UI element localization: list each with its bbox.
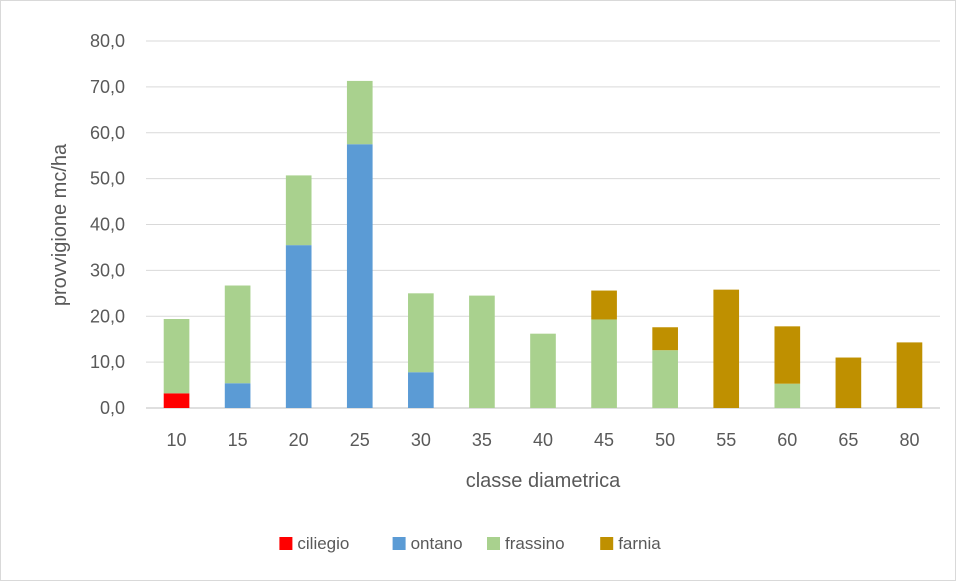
bar-ontano-15 — [224, 383, 251, 408]
bar-frassino-60 — [774, 383, 801, 408]
y-tick-label: 30,0 — [90, 260, 125, 280]
bar-farnia-80 — [896, 342, 923, 408]
x-tick-label: 30 — [411, 430, 431, 450]
bar-frassino-10 — [163, 319, 190, 394]
bar-frassino-30 — [408, 293, 434, 373]
y-tick-label: 80,0 — [90, 31, 125, 51]
bars — [163, 80, 923, 408]
x-tick-label: 15 — [228, 430, 248, 450]
bar-frassino-15 — [224, 285, 251, 384]
legend-label-frassino: frassino — [505, 534, 565, 553]
bar-ontano-30 — [408, 372, 434, 408]
x-tick-label: 25 — [350, 430, 370, 450]
x-axis-title: classe diametrica — [466, 470, 621, 492]
bar-ontano-20 — [285, 245, 312, 408]
x-tick-label: 40 — [533, 430, 553, 450]
x-tick-label: 45 — [594, 430, 614, 450]
bar-frassino-25 — [346, 80, 373, 145]
x-tick-label: 60 — [777, 430, 797, 450]
x-tick-label: 55 — [716, 430, 736, 450]
legend-swatch-ontano — [392, 537, 406, 550]
bar-ciliegio-10 — [163, 393, 190, 408]
y-tick-label: 40,0 — [90, 215, 125, 235]
bar-frassino-40 — [530, 333, 556, 408]
x-tick-labels: 10 15 20 25 30 35 40 45 50 55 60 65 80 — [167, 430, 920, 450]
y-tick-labels: 0,0 10,0 20,0 30,0 40,0 50,0 60,0 70,0 80,0 — [90, 31, 125, 418]
bar-farnia-45 — [591, 290, 617, 320]
legend-label-farnia: farnia — [618, 534, 661, 553]
x-tick-label: 65 — [838, 430, 858, 450]
legend-label-ontano: ontano — [411, 534, 463, 553]
bar-farnia-50 — [652, 327, 678, 351]
bar-ontano-25 — [346, 144, 373, 408]
y-tick-label: 10,0 — [90, 352, 125, 372]
y-axis-title: provvigione mc/ha — [49, 143, 71, 306]
gridlines — [146, 40, 940, 409]
bar-farnia-55 — [713, 289, 740, 408]
legend-swatch-farnia — [600, 537, 614, 550]
legend-swatch-ciliegio — [279, 537, 293, 550]
legend: ciliegio ontano frassino farnia — [279, 534, 661, 553]
bar-frassino-45 — [591, 319, 617, 408]
bar-farnia-65 — [835, 357, 862, 408]
x-tick-label: 20 — [289, 430, 309, 450]
y-tick-label: 50,0 — [90, 169, 125, 189]
y-tick-label: 60,0 — [90, 123, 125, 143]
y-tick-label: 20,0 — [90, 306, 125, 326]
bar-frassino-35 — [469, 295, 495, 408]
x-tick-label: 10 — [167, 430, 187, 450]
bar-frassino-50 — [652, 350, 678, 408]
x-tick-label: 80 — [899, 430, 919, 450]
bar-farnia-60 — [774, 326, 801, 384]
legend-label-ciliegio: ciliegio — [297, 534, 349, 553]
x-tick-label: 35 — [472, 430, 492, 450]
bar-frassino-20 — [285, 175, 312, 246]
x-tick-label: 50 — [655, 430, 675, 450]
y-tick-label: 0,0 — [100, 398, 125, 418]
legend-swatch-frassino — [487, 537, 500, 550]
y-tick-label: 70,0 — [90, 77, 125, 97]
